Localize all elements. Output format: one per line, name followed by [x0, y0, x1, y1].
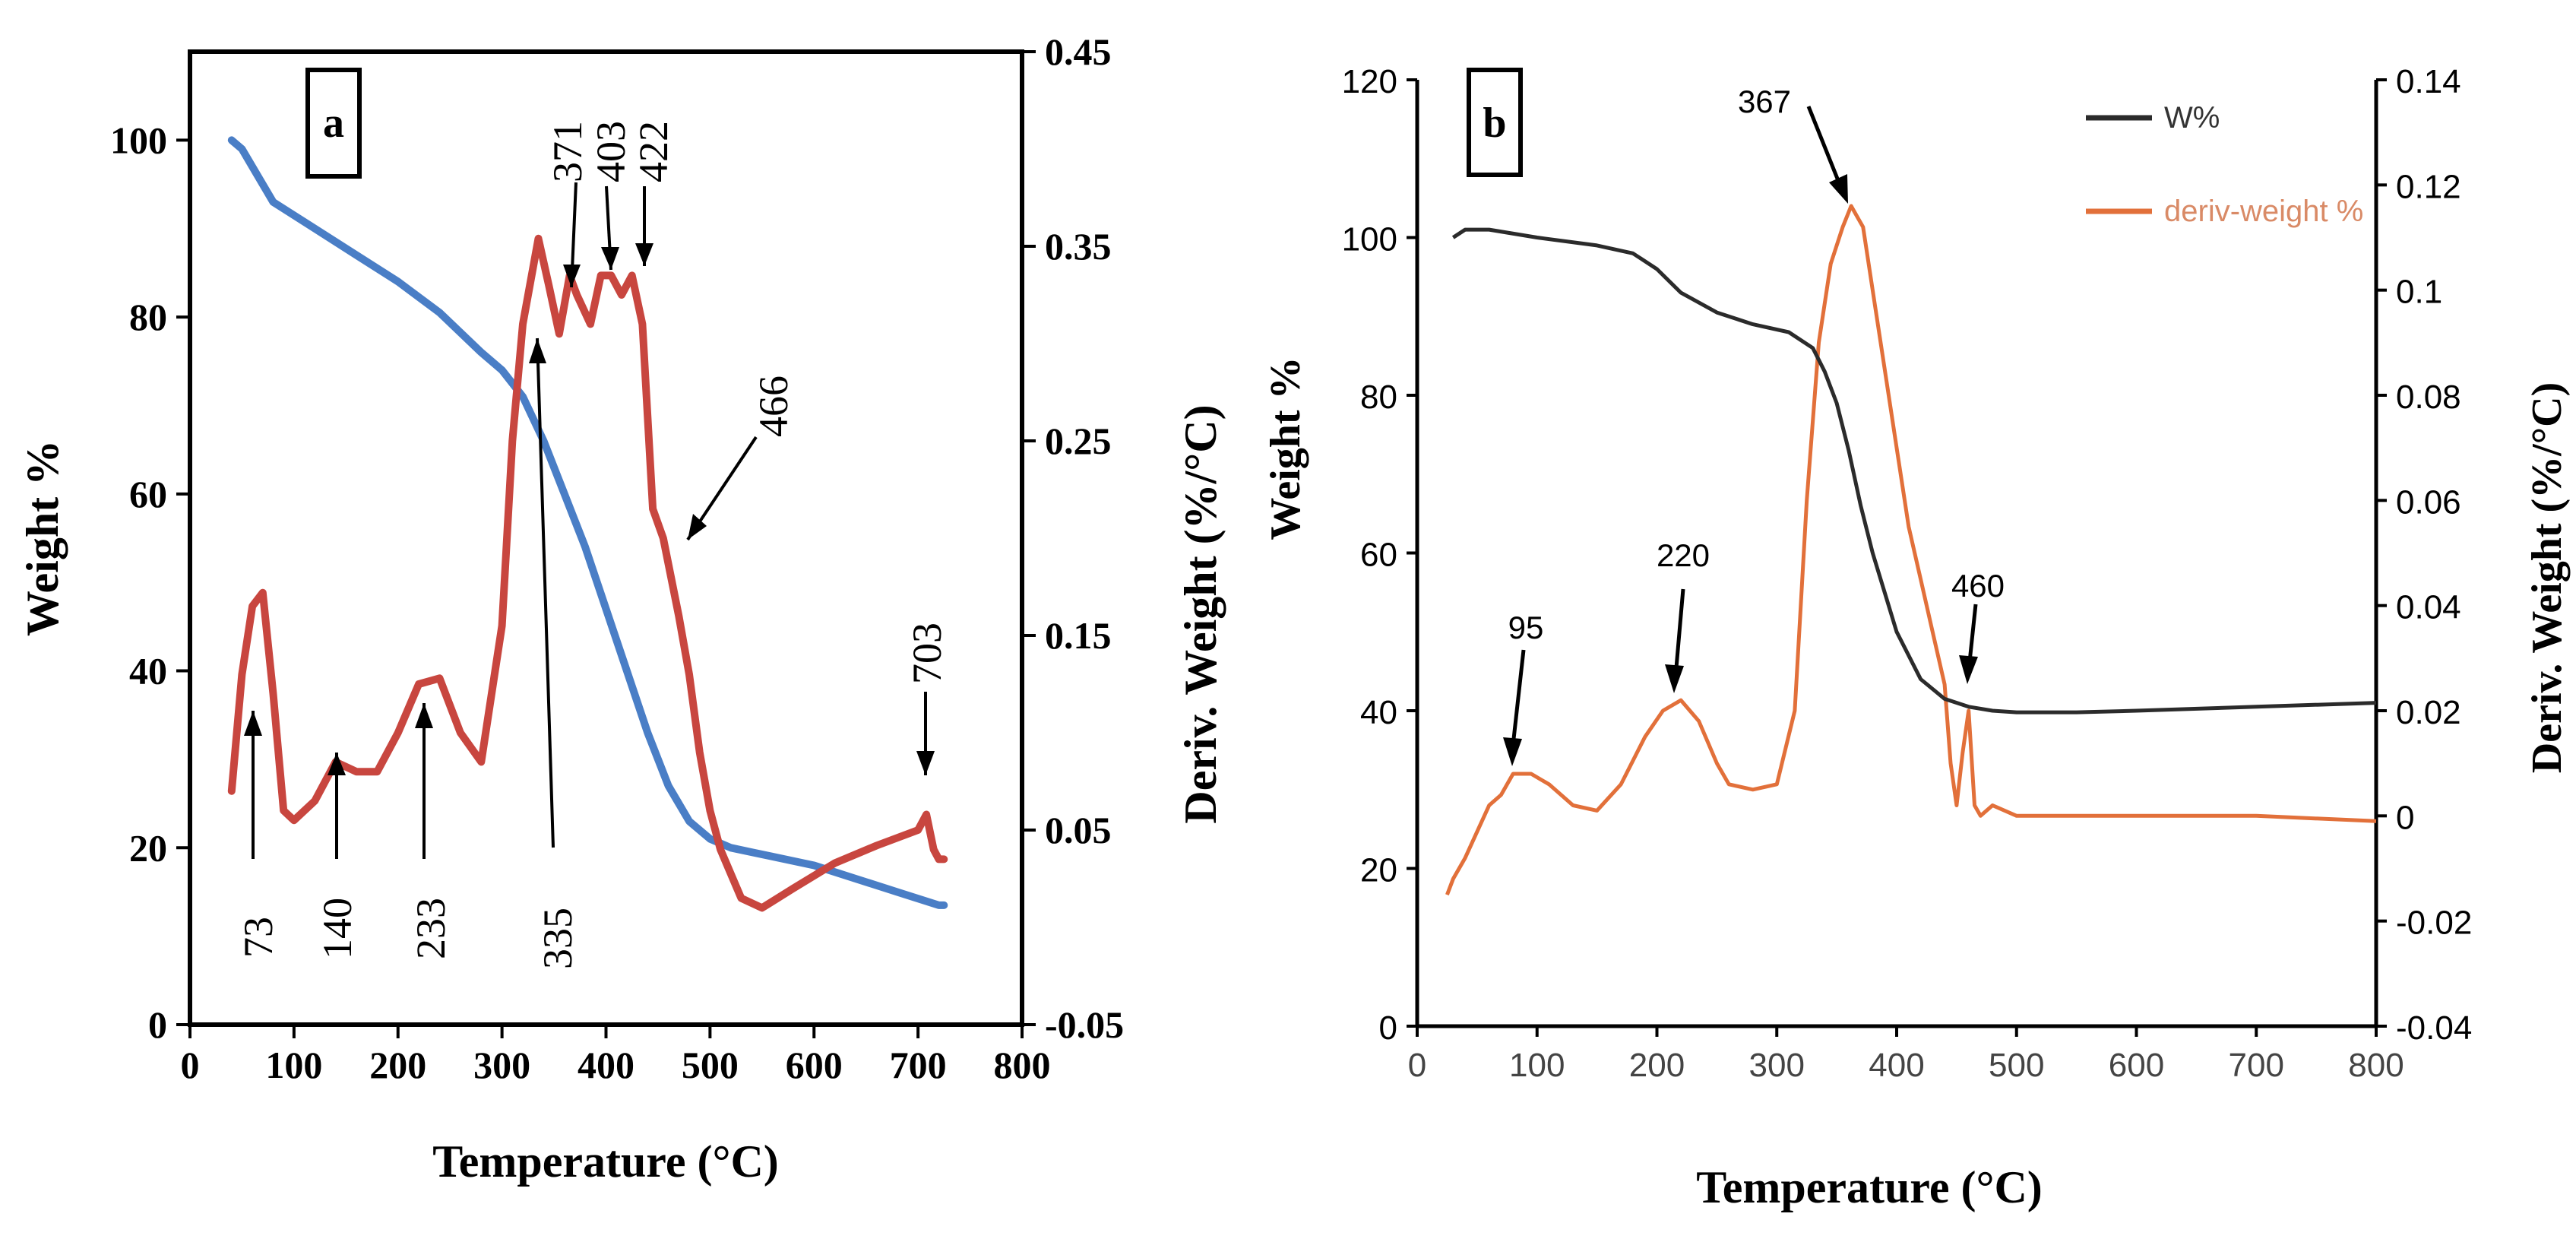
chart-b-y2-axis-label: Deriv. Weight (%/°C) [2524, 382, 2571, 773]
chart-a-label-box [305, 68, 362, 179]
chart-a-weight-line [227, 136, 948, 909]
chart-b-weight-line [1451, 227, 2377, 715]
chart-a-y-tick-label: 0 [148, 1003, 167, 1046]
chart-a-x-axis-label: Temperature (°C) [432, 1136, 779, 1187]
chart-a-y2-tick-label: 0.05 [1045, 809, 1112, 851]
chart-b-y2-tick-label: 0.14 [2396, 63, 2461, 100]
chart-b-x-axis-label: Temperature (°C) [1696, 1162, 2043, 1212]
chart-a-x-tick-label: 300 [473, 1044, 530, 1086]
chart-b-y-tick-label: 20 [1360, 852, 1397, 889]
chart-b-x-tick-label: 700 [2229, 1047, 2284, 1084]
chart-b-legend: W% deriv-weight % [2086, 101, 2363, 228]
chart-b-y2-tick-label: 0 [2396, 799, 2414, 836]
chart-a-y2-ticks: -0.05 0.05 0.15 0.25 0.35 0.45 [1022, 30, 1124, 1046]
chart-b-y2-tick-label: 0.12 [2396, 168, 2461, 205]
chart-b-x-tick-label: 600 [2109, 1047, 2164, 1084]
chart-b-annotation-367: 367 [1738, 84, 1791, 119]
chart-b-y2-ticks: -0.04 -0.02 0 0.02 0.04 0.06 0.08 0.1 0.12 0.14 [2376, 63, 2472, 1047]
chart-a-x-tick-label: 200 [369, 1044, 426, 1086]
chart-b-x-ticks: 0 100 200 300 400 500 600 700 800 [1408, 1026, 2404, 1084]
chart-a-x-tick-label: 100 [265, 1044, 322, 1086]
chart-a-annotation-335: 335 [535, 908, 581, 969]
chart-a-x-tick-label: 700 [890, 1044, 947, 1086]
chart-a-y-tick-label: 40 [129, 650, 167, 692]
chart-a-annotation-140: 140 [315, 898, 360, 959]
chart-b-y-tick-label: 80 [1360, 379, 1397, 416]
chart-b-annotation-95: 95 [1508, 610, 1544, 645]
chart-b-y-tick-label: 60 [1360, 537, 1397, 574]
chart-a-y2-tick-label: 0.25 [1045, 420, 1112, 462]
chart-a-y2-tick-label: 0.15 [1045, 614, 1112, 657]
chart-b-x-tick-label: 800 [2348, 1047, 2404, 1084]
chart-b-y-tick-label: 100 [1342, 221, 1397, 258]
chart-b-deriv-line [1445, 204, 2377, 895]
chart-a-x-tick-label: 600 [786, 1044, 843, 1086]
chart-b-legend-deriv: deriv-weight % [2164, 195, 2363, 228]
chart-b-x-tick-label: 100 [1509, 1047, 1565, 1084]
chart-a-x-tick-label: 500 [682, 1044, 739, 1086]
chart-b-x-tick-label: 400 [1869, 1047, 1924, 1084]
chart-a-arrowheads [244, 243, 935, 775]
chart-b-y2-tick-label: 0.08 [2396, 379, 2461, 416]
chart-b-y2-tick-label: 0.06 [2396, 483, 2461, 521]
chart-b-y2-tick-label: -0.02 [2396, 905, 2472, 942]
chart-b-y2-tick-label: 0.1 [2396, 274, 2442, 311]
chart-a-y-tick-label: 80 [129, 296, 167, 338]
chart-b-y2-tick-label: -0.04 [2396, 1009, 2472, 1047]
chart-b-y-ticks: 0 20 40 60 80 100 120 [1342, 63, 1417, 1047]
chart-b-legend-weight: W% [2164, 101, 2220, 135]
chart-a-y-tick-label: 100 [110, 119, 167, 161]
chart-a: a 0 100 200 300 400 500 600 700 800 0 20 40 60 80 100… [17, 30, 1226, 1187]
chart-b-annotation-220: 220 [1657, 537, 1710, 573]
chart-b-y2-tick-label: 0.02 [2396, 694, 2461, 731]
chart-a-y2-tick-label: -0.05 [1045, 1003, 1124, 1046]
chart-b-y2-tick-label: 0.04 [2396, 589, 2461, 626]
chart-a-y-axis-label: Weight % [17, 440, 68, 636]
chart-b-x-tick-label: 300 [1749, 1047, 1805, 1084]
chart-b-annotation-460: 460 [1951, 568, 2005, 604]
chart-a-y2-tick-label: 0.35 [1045, 225, 1112, 268]
chart-b-y-tick-label: 120 [1342, 63, 1397, 100]
chart-b-y-tick-label: 40 [1360, 694, 1397, 731]
chart-b-x-tick-label: 200 [1629, 1047, 1685, 1084]
chart-a-y-tick-label: 20 [129, 826, 167, 869]
chart-b-y-axis-label: Weight % [1262, 356, 1309, 540]
chart-a-y2-axis-label: Deriv. Weight (%/°C) [1176, 404, 1226, 823]
chart-a-annotation-403: 403 [588, 121, 634, 182]
chart-a-annotation-703: 703 [904, 623, 950, 684]
chart-a-y-ticks: 0 20 40 60 80 100 [110, 119, 190, 1046]
chart-b-y-tick-label: 0 [1379, 1009, 1397, 1047]
chart-a-x-tick-label: 0 [181, 1044, 200, 1086]
chart-a-x-ticks: 0 100 200 300 400 500 600 700 800 [181, 1025, 1051, 1086]
chart-b-x-tick-label: 500 [1989, 1047, 2044, 1084]
chart-b: b 0 100 200 300 400 500 600 700 800 0 20 40 60 80 100… [1262, 63, 2571, 1212]
chart-b-panel-label: b [1483, 100, 1506, 147]
chart-a-x-tick-label: 400 [578, 1044, 635, 1086]
chart-a-x-tick-label: 800 [994, 1044, 1051, 1086]
chart-a-annotation-422: 422 [631, 121, 676, 182]
chart-a-y2-tick-label: 0.45 [1045, 30, 1112, 73]
chart-a-annotation-371: 371 [545, 121, 590, 182]
chart-a-y-tick-label: 60 [129, 473, 167, 515]
chart-b-label-box [1467, 68, 1523, 177]
chart-a-panel-label: a [323, 100, 344, 147]
chart-b-arrowheads [1503, 174, 1978, 766]
chart-a-annotation-233: 233 [408, 898, 454, 959]
chart-b-x-tick-label: 0 [1408, 1047, 1426, 1084]
chart-a-annotation-466: 466 [751, 376, 796, 437]
chart-a-annotation-73: 73 [236, 917, 281, 958]
